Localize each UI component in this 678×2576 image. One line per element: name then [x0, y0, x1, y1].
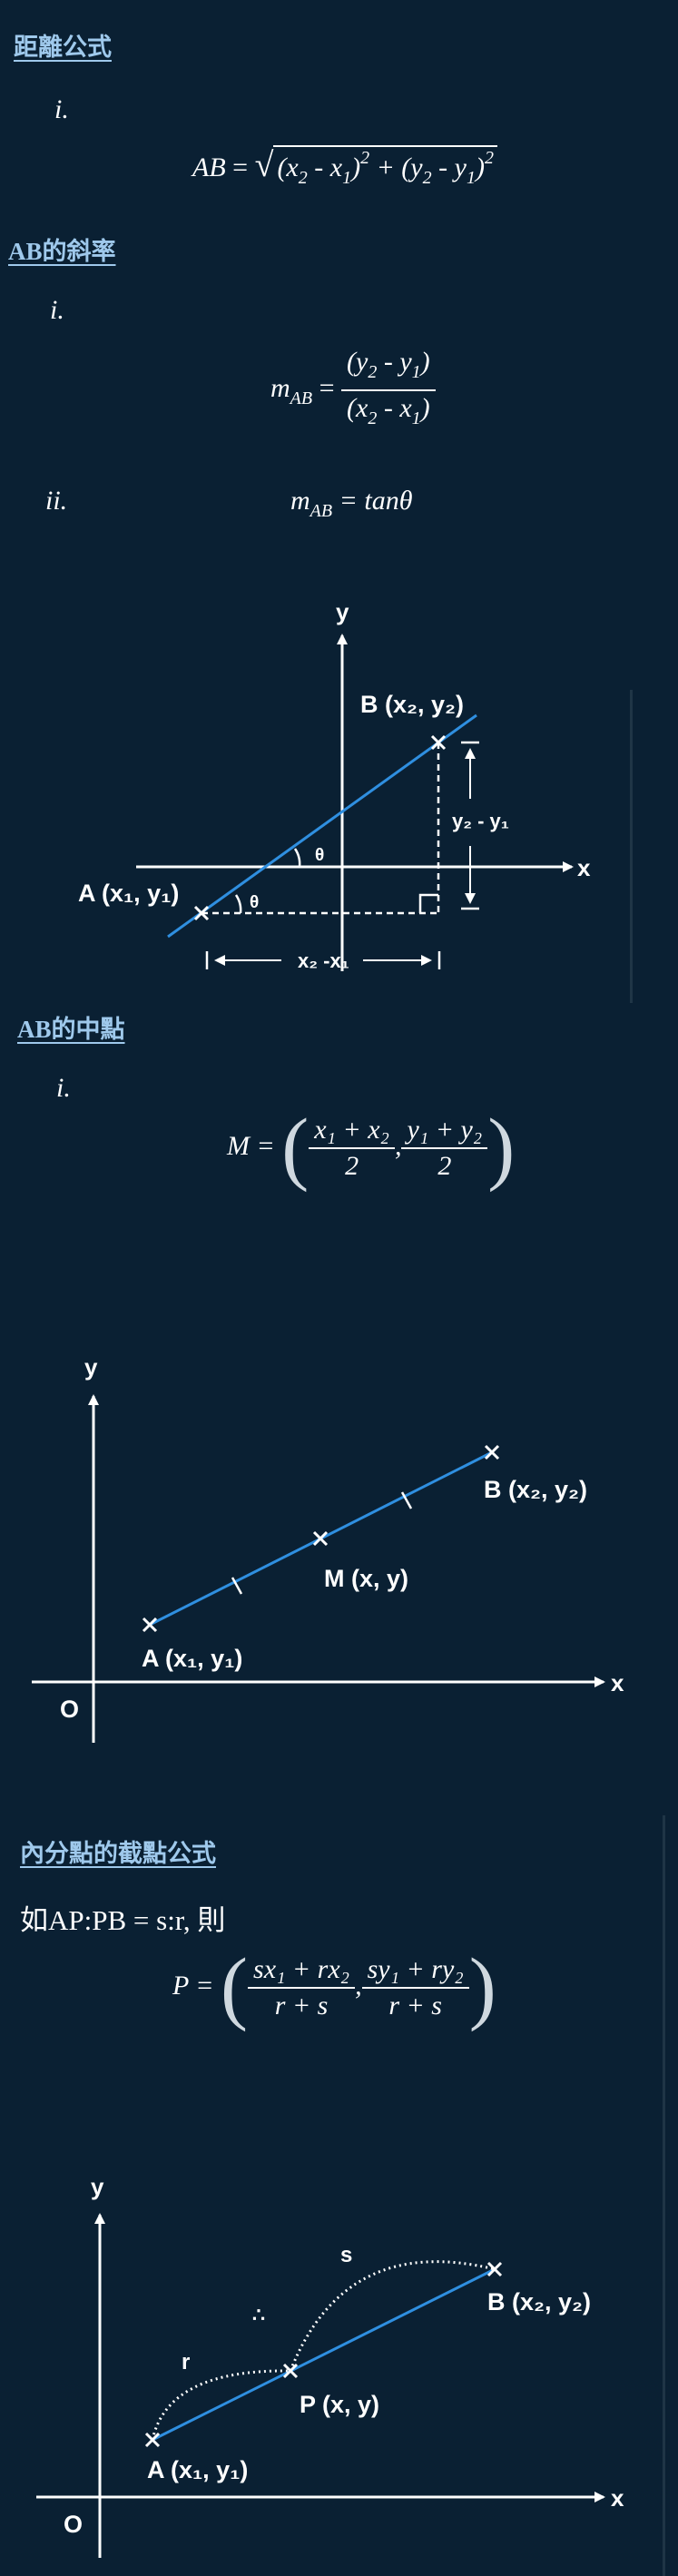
division-fraction-x: sx₁ + rx₂ r + s	[248, 1952, 356, 2023]
y-axis-label: y	[91, 2173, 104, 2200]
label-r: r	[182, 2350, 190, 2374]
arc-s	[289, 2260, 496, 2372]
right-angle-marker	[418, 893, 438, 913]
therefore-symbol: ∴	[252, 2304, 265, 2326]
origin-label: O	[60, 1696, 79, 1723]
scroll-track	[630, 690, 633, 1003]
slope-formula-2: mAB = tanθ	[290, 486, 413, 521]
midpoint-fraction-x: x₁ + x₂ 2	[309, 1113, 395, 1184]
point-a-marker	[144, 2432, 161, 2448]
label-s: s	[340, 2243, 352, 2267]
point-b-marker	[484, 1444, 500, 1460]
midpoint-fraction-y: y₁ + y₂ 2	[401, 1113, 488, 1184]
item-number: i.	[54, 94, 69, 124]
dy-label: y₂ - y₁	[452, 810, 509, 832]
angle-arc-2	[234, 894, 242, 914]
tick-mark	[231, 1577, 243, 1595]
heading-midpoint: AB的中點	[17, 1016, 125, 1043]
formula-lhs: P =	[172, 1970, 214, 2001]
angle-label-2: θ	[250, 893, 259, 912]
dx-label: x₂ -x₁	[298, 949, 349, 972]
line-ab	[152, 2267, 496, 2442]
heading-internal-division: 內分點的截點公式	[20, 1840, 216, 1867]
point-b-label: B (x₂, y₂)	[360, 691, 464, 718]
formula-equals: =	[319, 372, 335, 403]
midpoint-diagram: y x O B (x₂, y₂) M (x, y) A (x₁, y₁)	[32, 1353, 624, 1743]
division-fraction-y: sy₁ + ry₂ r + s	[361, 1952, 469, 2023]
point-a-marker	[193, 905, 210, 921]
angle-arc-1	[293, 848, 301, 868]
y-axis-label: y	[336, 598, 349, 625]
formula-lhs: AB	[192, 152, 226, 182]
point-a-label: A (x₁, y₁)	[78, 880, 179, 907]
formula-lhs: M =	[227, 1130, 275, 1161]
point-b-marker	[486, 2261, 503, 2277]
point-p-marker	[282, 2363, 299, 2379]
origin-label: O	[64, 2511, 83, 2538]
x-axis-label: x	[611, 1669, 624, 1696]
slope-fraction: (y2 - y1) (x2 - x1)	[341, 345, 436, 436]
item-number: i.	[56, 1073, 71, 1103]
point-a-label: A (x₁, y₁)	[147, 2456, 248, 2483]
point-b-label: B (x₂, y₂)	[484, 1476, 587, 1503]
division-formula: P = ( sx₁ + rx₂ r + s , sy₁ + ry₂ r + s …	[172, 1942, 496, 2032]
item-number: ii.	[45, 486, 68, 516]
radical-sign: √	[254, 146, 274, 184]
point-b-marker	[430, 734, 447, 751]
point-m-marker	[312, 1530, 329, 1547]
slope-formula-1: mAB = (y2 - y1) (x2 - x1)	[270, 345, 436, 436]
radicand: (x2 - x1)2 + (y2 - y1)2	[273, 145, 497, 188]
scroll-track-lower	[663, 1815, 665, 2576]
y-axis-label: y	[84, 1353, 98, 1381]
slope-diagram: y x B (x₂, y₂) A (x₁, y₁) θ θ y₂ - y₁ x₂…	[78, 598, 591, 972]
item-number: i.	[50, 295, 64, 325]
heading-slope: AB的斜率	[8, 238, 116, 265]
point-b-label: B (x₂, y₂)	[487, 2288, 591, 2315]
line-ab	[167, 713, 477, 939]
formula-equals: =	[232, 152, 249, 182]
division-condition: 如AP:PB = s:r, 則	[20, 1904, 226, 1936]
heading-distance-formula: 距離公式	[14, 34, 112, 61]
point-p-label: P (x, y)	[300, 2391, 379, 2418]
distance-formula: AB = √ (x2 - x1)2 + (y2 - y1)2	[192, 145, 497, 189]
tick-mark	[400, 1491, 413, 1509]
slope-sub: AB	[290, 388, 313, 408]
angle-label-1: θ	[315, 846, 324, 865]
midpoint-formula: M = ( x₁ + x₂ 2 , y₁ + y₂ 2 )	[227, 1103, 516, 1193]
x-axis-label: x	[577, 854, 591, 881]
tan-rhs: = tanθ	[339, 486, 413, 516]
point-a-marker	[142, 1617, 158, 1633]
arc-r	[151, 2369, 291, 2441]
point-m-label: M (x, y)	[324, 1565, 408, 1592]
point-a-label: A (x₁, y₁)	[142, 1645, 242, 1672]
x-axis-label: x	[611, 2484, 624, 2512]
slope-m: m	[270, 372, 290, 403]
division-diagram: y x O r s ∴ B (x₂, y₂) P (x, y) A (x₁, y…	[36, 2173, 624, 2558]
